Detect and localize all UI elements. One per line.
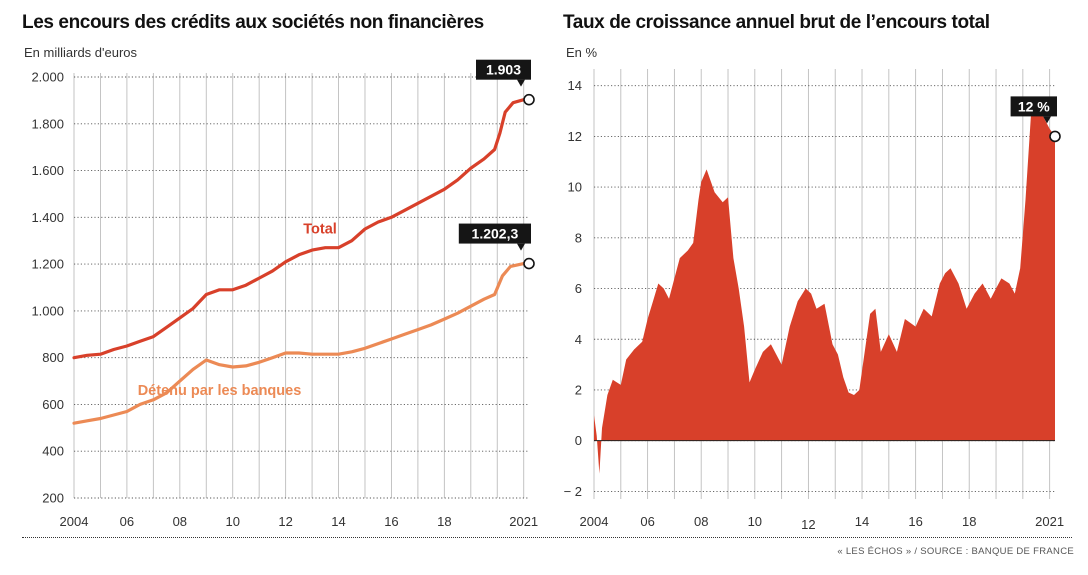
x-tick-label: 12: [801, 517, 815, 532]
end-label-text: 12 %: [1018, 98, 1050, 114]
x-tick-label: 14: [855, 514, 869, 529]
x-tick-label: 16: [908, 514, 922, 529]
y-tick-label: 1.000: [31, 303, 64, 318]
y-tick-label: 1.800: [31, 116, 64, 131]
y-tick-label: 2: [575, 382, 582, 397]
left-chart-subtitle: En milliards d'euros: [24, 45, 138, 60]
end-label-text: 1.903: [486, 62, 521, 78]
x-tick-label: 2021: [1035, 514, 1064, 529]
y-tick-label: 12: [568, 129, 582, 144]
end-label-pointer: [517, 243, 525, 251]
x-tick-label: 2004: [60, 514, 89, 529]
y-tick-label: 2.000: [31, 70, 64, 85]
x-tick-label: 2004: [580, 514, 609, 529]
y-tick-label: − 2: [564, 484, 582, 499]
y-tick-label: 4: [575, 332, 582, 347]
series-line-total: [72, 98, 531, 360]
x-tick-label: 18: [437, 514, 451, 529]
left-chart-title: Les encours des crédits aux sociétés non…: [22, 12, 484, 33]
series-line-banques: [72, 262, 531, 425]
y-tick-label: 10: [568, 180, 582, 195]
end-point-marker: [523, 257, 535, 270]
x-tick-label: 16: [384, 514, 398, 529]
y-tick-label: 600: [42, 397, 64, 412]
x-tick-label: 2021: [509, 514, 538, 529]
end-label-pointer: [1043, 116, 1051, 124]
end-label-text: 1.202,3: [472, 226, 519, 242]
right-chart-title: Taux de croissance annuel brut de l’enco…: [563, 12, 990, 33]
x-tick-label: 08: [694, 514, 708, 529]
end-point-marker: [523, 93, 535, 106]
footer-divider: [22, 537, 1072, 538]
end-label-box: [476, 59, 531, 80]
footer-source: « LES ÉCHOS » / SOURCE : BANQUE DE FRANC…: [837, 546, 1074, 557]
end-label-box: [1010, 96, 1057, 117]
right-chart: − 2 0 2 4 6 8 10 12 14 2004 06 08 10 12 14 16 18 2021 12 %: [564, 69, 1064, 532]
y-tick-label: 400: [42, 444, 64, 459]
y-tick-label: 1.200: [31, 257, 64, 272]
series-label-total: Total: [303, 222, 337, 238]
y-tick-label: 200: [42, 491, 64, 506]
x-tick-label: 06: [640, 514, 654, 529]
y-tick-label: 6: [575, 281, 582, 296]
end-label-box: [458, 223, 531, 244]
y-tick-label: 14: [568, 78, 582, 93]
y-tick-label: 1.600: [31, 163, 64, 178]
y-tick-label: 800: [42, 350, 64, 365]
y-tick-label: 0: [575, 433, 582, 448]
end-point-marker: [1049, 130, 1061, 143]
end-label-pointer: [517, 79, 525, 87]
series-label-banques: Détenu par les banques: [138, 383, 302, 399]
x-tick-label: 14: [331, 514, 345, 529]
x-tick-label: 06: [120, 514, 134, 529]
x-tick-label: 10: [748, 514, 762, 529]
right-chart-subtitle: En %: [566, 45, 598, 60]
y-tick-label: 8: [575, 230, 582, 245]
x-tick-label: 12: [278, 514, 292, 529]
y-tick-label: 1.400: [31, 210, 64, 225]
left-chart: 200 400 600 800 1.000 1.200 1.400 1.600 1.800 2.0…: [31, 59, 538, 529]
x-tick-label: 18: [962, 514, 976, 529]
growth-area: [594, 106, 1055, 474]
x-tick-label: 08: [173, 514, 187, 529]
x-tick-label: 10: [225, 514, 239, 529]
